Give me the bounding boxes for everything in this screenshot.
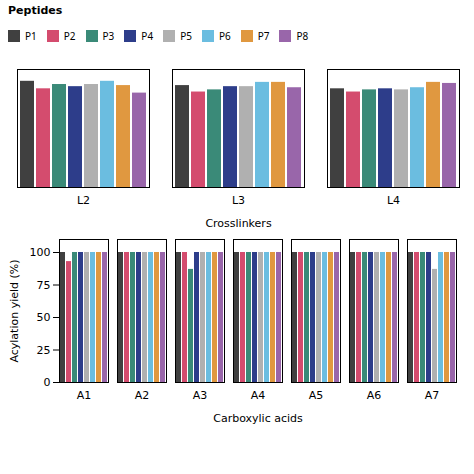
- html-text:P7: P7: [257, 28, 270, 43]
- svg-text:L2: L2: [77, 194, 90, 207]
- html-text:P6: P6: [218, 28, 231, 43]
- html-text:P5: P5: [180, 28, 192, 43]
- html-text:P1: P1: [25, 28, 37, 43]
- html-text:P4: P4: [141, 28, 154, 43]
- svg-text:L4: L4: [387, 194, 400, 207]
- svg-text:A5: A5: [309, 389, 324, 402]
- svg-text:A4: A4: [251, 389, 266, 402]
- html-text:P8: P8: [296, 28, 309, 43]
- html-text:P2: P2: [63, 28, 76, 43]
- svg-text:25: 25: [37, 344, 51, 357]
- svg-text:Carboxylic acids: Carboxylic acids: [213, 412, 303, 425]
- svg-text:0: 0: [44, 376, 51, 389]
- svg-text:75: 75: [37, 279, 51, 292]
- svg-text:A3: A3: [193, 389, 208, 402]
- svg-text:A7: A7: [425, 389, 440, 402]
- svg-text:100: 100: [30, 246, 51, 259]
- svg-text:A1: A1: [77, 389, 92, 402]
- html-text:P3: P3: [102, 28, 115, 43]
- svg-text:Acylation yield (%): Acylation yield (%): [8, 259, 21, 362]
- svg-text:Crosslinkers: Crosslinkers: [205, 217, 272, 230]
- html-text:Peptides: Peptides: [8, 4, 63, 17]
- svg-text:L3: L3: [232, 194, 245, 207]
- svg-text:50: 50: [37, 311, 51, 324]
- svg-text:A2: A2: [135, 389, 150, 402]
- svg-text:A6: A6: [367, 389, 382, 402]
